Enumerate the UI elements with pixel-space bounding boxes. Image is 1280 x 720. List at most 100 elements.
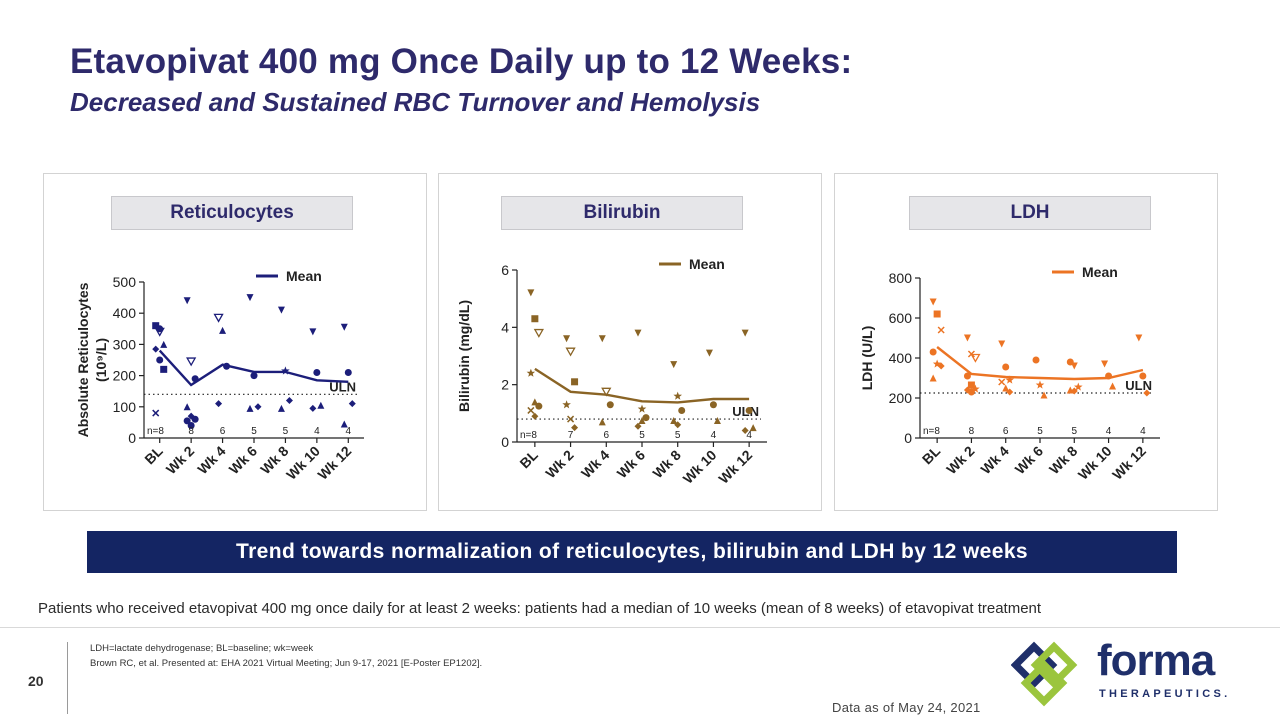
n-count-label: 5 xyxy=(639,430,645,441)
y-tick-label: 6 xyxy=(501,262,509,278)
footer-divider xyxy=(0,627,1280,628)
legend-label: Mean xyxy=(689,256,725,272)
data-point-square xyxy=(571,378,579,386)
ldh-chart: 0 200 400 600 800 LDH (U/L) ULN Mean n=8 8 6 5 5 4 4 BL… xyxy=(859,264,1160,483)
references: LDH=lactate dehydrogenase; BL=baseline; … xyxy=(90,641,482,671)
y-tick-label: 4 xyxy=(501,319,509,335)
x-tick-label: Wk 4 xyxy=(578,447,613,482)
uln-label: ULN xyxy=(1125,378,1152,393)
n-count-label: 5 xyxy=(1037,426,1043,437)
data-as-of: Data as of May 24, 2021 xyxy=(832,700,981,715)
data-point-diamond xyxy=(152,345,160,353)
data-point-circle xyxy=(183,417,191,425)
data-point-triangle-down xyxy=(309,328,317,336)
chart-panel-ldh: LDH 0 200 400 600 800 LDH (U/L) ULN Mean n=8 8 6 5 5… xyxy=(834,173,1218,511)
data-point-star xyxy=(971,384,980,393)
n-count-label: 7 xyxy=(568,430,574,441)
data-point-circle xyxy=(191,415,199,423)
data-point-triangle-up xyxy=(317,401,325,409)
data-point-triangle-down-open xyxy=(565,347,576,357)
data-point-triangle-down xyxy=(705,349,713,357)
data-point-x xyxy=(998,378,1006,386)
data-point-star xyxy=(1005,375,1014,384)
n-count-label: n=8 xyxy=(147,426,164,437)
data-point-square xyxy=(967,381,975,389)
data-point-circle xyxy=(963,372,971,380)
data-point-triangle-up xyxy=(638,417,646,424)
data-point-triangle-down xyxy=(183,297,191,305)
n-count-label: 6 xyxy=(220,426,226,437)
data-point-triangle-up xyxy=(929,374,937,382)
data-point-diamond xyxy=(531,412,539,420)
data-point-triangle-up xyxy=(749,424,757,432)
y-tick-label: 0 xyxy=(501,434,509,450)
data-point-x xyxy=(527,406,535,414)
data-point-square xyxy=(160,365,168,373)
data-point-triangle-down xyxy=(563,335,571,343)
forma-logo-icon xyxy=(1010,641,1078,707)
y-tick-label: 500 xyxy=(113,274,137,290)
panel-label-bilirubin: Bilirubin xyxy=(501,196,743,230)
data-point-triangle-down-open xyxy=(601,387,612,397)
data-points xyxy=(929,298,1151,399)
reference-text: Brown RC, et al. Presented at: EHA 2021 … xyxy=(90,658,483,669)
data-point-diamond xyxy=(1070,387,1078,395)
y-tick-label: 200 xyxy=(889,390,913,406)
y-tick-label: 400 xyxy=(889,350,913,366)
data-point-x xyxy=(937,326,945,334)
data-point-diamond xyxy=(741,427,749,435)
n-count-label: 5 xyxy=(283,426,289,437)
data-point-diamond xyxy=(937,362,945,370)
data-point-triangle-down xyxy=(1101,360,1109,368)
data-point-triangle-down xyxy=(1070,362,1078,370)
conclusion-banner: Trend towards normalization of reticuloc… xyxy=(87,531,1177,573)
data-point-star xyxy=(1035,380,1045,389)
slide-subtitle: Decreased and Sustained RBC Turnover and… xyxy=(70,87,761,117)
reticulocytes-chart: 0 100 200 300 400 500 Absolute Reticulocytes (1… xyxy=(75,268,364,483)
data-point-circle xyxy=(606,401,614,409)
data-point-x xyxy=(152,409,160,417)
data-point-diamond xyxy=(1006,388,1014,396)
data-point-circle xyxy=(156,356,164,364)
y-tick-label: 400 xyxy=(113,305,137,321)
data-point-diamond xyxy=(285,397,293,405)
data-point-circle xyxy=(187,422,195,430)
data-point-triangle-down xyxy=(598,335,606,343)
y-tick-label: 0 xyxy=(904,430,912,446)
data-point-star xyxy=(562,400,571,409)
legend-label: Mean xyxy=(1082,264,1118,280)
n-count-label: 5 xyxy=(675,430,681,441)
data-point-circle xyxy=(344,368,352,376)
y-tick-label: 0 xyxy=(128,430,136,446)
uln-label: ULN xyxy=(329,379,356,394)
mean-line xyxy=(534,367,750,404)
data-point-diamond xyxy=(348,400,356,408)
data-points xyxy=(526,289,757,435)
panel-label-ldh: LDH xyxy=(909,196,1151,230)
data-point-triangle-up xyxy=(340,420,348,428)
data-point-diamond xyxy=(963,386,971,394)
data-point-star xyxy=(932,359,942,368)
y-tick-label: 200 xyxy=(113,368,137,384)
n-count-label: 5 xyxy=(251,426,257,437)
data-point-triangle-down xyxy=(340,323,348,331)
x-tick-label: Wk 4 xyxy=(977,443,1012,478)
data-point-triangle-down-open xyxy=(213,313,224,323)
data-point-triangle-down xyxy=(634,329,642,337)
data-point-circle xyxy=(1002,363,1010,371)
data-point-diamond xyxy=(634,422,642,430)
x-tick-label: BL xyxy=(919,442,944,467)
data-point-triangle-down xyxy=(963,334,971,342)
data-point-triangle-up xyxy=(670,417,678,424)
data-point-triangle-down-open xyxy=(186,357,197,367)
data-point-star xyxy=(281,366,290,375)
n-count-label: 6 xyxy=(1003,426,1009,437)
data-point-triangle-down-open xyxy=(970,353,981,363)
data-point-circle xyxy=(709,401,717,409)
data-point-star xyxy=(673,391,682,400)
x-tick-label: Wk 12 xyxy=(1109,443,1149,483)
y-tick-label: 300 xyxy=(113,336,137,352)
n-count-label: 4 xyxy=(1140,426,1146,437)
legend-label: Mean xyxy=(286,268,322,284)
x-tick-label: Wk 6 xyxy=(614,447,649,482)
